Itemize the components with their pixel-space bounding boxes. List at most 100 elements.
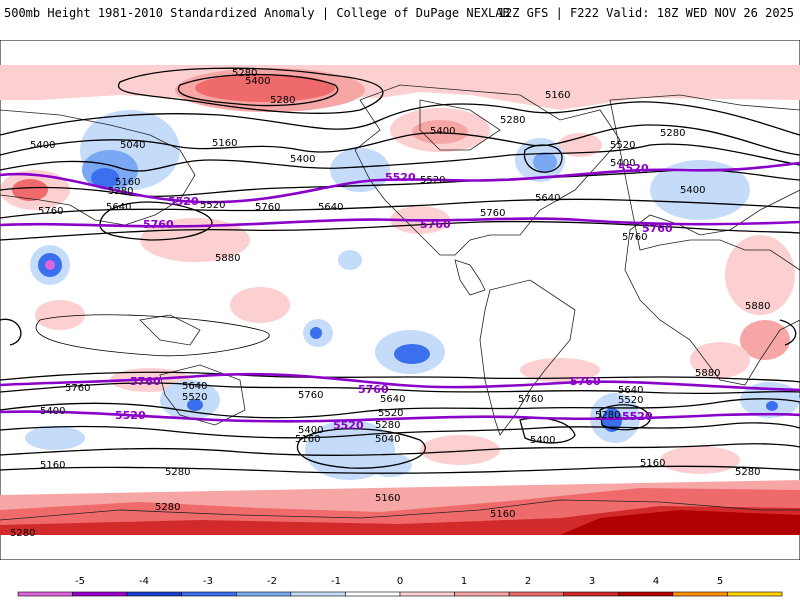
contour-label: 5760 [518,394,543,405]
highlight-contours [0,161,800,423]
colorbar-cell [399,591,455,597]
colorbar-cell [126,591,183,597]
contour-label: 5400 [680,185,705,196]
map-title: 500mb Height 1981-2010 Standardized Anom… [4,6,510,20]
highlight-label: 5520 [168,195,199,208]
arctic-islands-coast [419,99,501,151]
contour-label: 5400 [298,425,323,436]
contour-label: 5640 [318,202,343,213]
contour-label: 5880 [695,368,720,379]
contour-label: 5400 [530,435,555,446]
colorbar-tick-label: 5 [717,576,723,587]
north-america-coast [354,84,621,256]
contour-label: 5280 [270,95,295,106]
contour-label: 5640 [106,202,131,213]
highlight-label-group: 5520 5520 5520 5760 5760 5760 5760 5760 … [115,162,673,432]
contour-label: 5280 [108,186,133,197]
indonesia-coast [139,314,201,346]
colorbar-cell [563,591,619,597]
contour-label: 5160 [115,177,140,188]
colorbar-tick-label: 0 [397,576,403,587]
contour-label: 5400 [430,126,455,137]
contour-label: 5280 [500,115,525,126]
colorbar-cell [235,591,292,597]
contour-label: 5520 [618,395,643,406]
highlight-label: 5520 [333,419,364,432]
contour-label: 5400 [290,154,315,165]
contour-label: 5160 [375,493,400,504]
highlight-label: 5760 [642,222,673,235]
contour-label: 5640 [380,394,405,405]
contour-label: 5520 [378,408,403,419]
contour-label: 5280 [232,68,257,79]
colorbar-cell [454,591,510,597]
highlight-label: 5520 [622,410,653,423]
colorbar-cell [508,591,565,597]
colorbar-tick-label: 1 [461,576,467,587]
contour-label: 5760 [622,232,647,243]
colorbar-cell [72,591,128,597]
contour-label: 5880 [745,301,770,312]
asia-coast [0,109,196,226]
contour-label: 5760 [298,390,323,401]
contour-label: 5280 [660,128,685,139]
colorbar-cell [17,591,73,597]
contour-label: 5280 [735,467,760,478]
contour-label: 5160 [490,509,515,520]
contour-label: 5640 [535,193,560,204]
highlight-label: 5520 [385,171,416,184]
colorbar-cell [345,591,401,597]
south-america-coast [479,279,576,436]
contour-label: 5640 [618,385,643,396]
contour-label: 5640 [182,381,207,392]
contour-label: 5160 [640,458,665,469]
contour-label: 5400 [30,140,55,151]
contour-label: 5280 [155,502,180,513]
contour-label: 5520 [610,140,635,151]
colorbar-tick-label: -1 [331,576,341,587]
positive-anomaly-areas [0,65,800,535]
europe-africa-coast [609,94,800,386]
colorbar-tick-label: -2 [267,576,277,587]
contour-label: 5160 [212,138,237,149]
contour-label: 5280 [595,410,620,421]
highlight-label: 5760 [358,383,389,396]
central-america-coast [454,259,486,296]
coastlines [0,84,800,521]
contour-label: 5760 [480,208,505,219]
colorbar-cell [290,591,346,597]
contour-label: 5880 [215,253,240,264]
height-contours [0,67,800,474]
highlight-label: 5760 [420,218,451,231]
contour-label: 5160 [295,434,320,445]
contour-label: 5520 [200,200,225,211]
colorbar-ticks: -5 -4 -3 -2 -1 0 1 2 3 4 5 [75,576,723,587]
colorbar-tick-label: 3 [589,576,595,587]
contour-label: 5280 [10,528,35,539]
colorbar-tick-label: 2 [525,576,531,587]
colorbar-cell [617,591,674,597]
anomaly-colorbar: -5 -4 -3 -2 -1 0 1 2 3 4 5 [17,576,783,597]
contour-label: 5760 [38,206,63,217]
colorbar-tick-label: -3 [203,576,213,587]
contour-label: 5160 [40,460,65,471]
contour-label: 5760 [255,202,280,213]
colorbar-tick-label: -4 [139,576,149,587]
contour-label: 5280 [165,467,190,478]
contour-label-group: 5280 5400 5280 5160 5280 5400 5280 5400 … [10,68,770,539]
highlight-label: 5760 [130,375,161,388]
colorbar-tick-label: 4 [653,576,659,587]
contour-label: 5040 [120,140,145,151]
contour-label: 5520 [420,175,445,186]
colorbar-cell [181,591,237,597]
contour-label: 5400 [40,406,65,417]
anomaly-map: 5280 5400 5280 5160 5280 5400 5280 5400 … [0,40,800,560]
contour-label: 5760 [65,383,90,394]
contour-label: 5040 [375,434,400,445]
highlight-label: 5520 [618,162,649,175]
colorbar-tick-label: -5 [75,576,85,587]
highlight-label: 5760 [570,375,601,388]
colorbar-cell [727,591,783,597]
antarctica-coast [0,499,800,521]
highlight-label: 5760 [143,218,174,231]
